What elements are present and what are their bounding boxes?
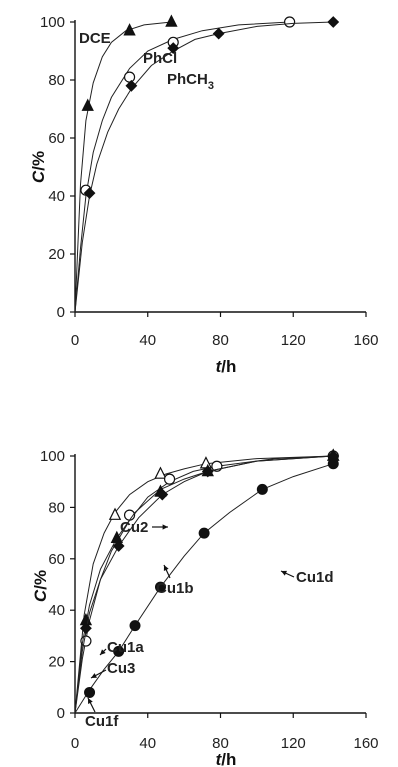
x-axis-title-unit: /h: [221, 750, 236, 767]
annotation-arrow-head: [91, 673, 97, 678]
series-phcl: [74, 16, 296, 313]
data-point: [165, 14, 178, 27]
x-axis-title-symbol: t: [216, 750, 223, 767]
data-point: [83, 187, 96, 200]
x-tick-label: 0: [71, 735, 79, 752]
data-point: [327, 458, 339, 470]
x-tick-label: 40: [139, 332, 156, 349]
data-point: [256, 483, 268, 495]
x-tick-label: 160: [353, 735, 378, 752]
label-cu1f: Cu1f: [85, 713, 119, 730]
y-tick-label: 60: [48, 551, 65, 568]
series-cu3: [74, 450, 340, 714]
data-point: [201, 465, 214, 478]
x-axis-title: t/h: [216, 357, 237, 376]
data-point: [113, 645, 125, 657]
series-line: [74, 21, 290, 313]
annotation-arrow-head: [88, 698, 93, 704]
y-axis-title-symbol: C: [29, 170, 48, 183]
y-tick-label: 60: [48, 130, 65, 147]
x-tick-label: 80: [212, 332, 229, 349]
data-point: [198, 527, 210, 539]
data-point: [125, 79, 138, 92]
data-point: [84, 686, 96, 698]
x-tick-label: 40: [139, 735, 156, 752]
label-phch3-subscript: 3: [208, 80, 214, 92]
y-axis-title: C/%: [31, 570, 50, 602]
data-point: [163, 473, 176, 485]
data-point: [129, 620, 141, 632]
x-tick-label: 80: [212, 735, 229, 752]
y-axis-title-unit: /%: [31, 570, 50, 590]
series-line: [74, 21, 172, 313]
x-axis-title: t/h: [216, 750, 237, 767]
series-line: [74, 21, 334, 313]
series-dce: [74, 14, 178, 313]
y-tick-label: 20: [48, 654, 65, 671]
annotation-arrow-head: [162, 524, 168, 530]
annotation-arrow-head: [100, 649, 106, 655]
data-point: [167, 42, 180, 55]
annotation-arrow-head: [281, 570, 287, 576]
x-tick-label: 120: [281, 735, 306, 752]
label-phch3: PhCH3: [167, 71, 214, 92]
label-cu2: Cu2: [120, 519, 148, 536]
y-axis-title-symbol: C: [31, 589, 50, 602]
data-point: [123, 71, 136, 83]
label-cu1b: Cu1b: [156, 580, 194, 597]
chart-conversion-vs-time-solvents: 0 40 80 120 160 0 20 40 60 80 100 t/h C/% DCE PhCl PhCH…: [29, 14, 379, 376]
data-point: [80, 622, 92, 635]
annotation-arrow-head: [163, 565, 169, 571]
series-phch3: [74, 16, 340, 313]
x-axis-title-unit: /h: [221, 357, 236, 376]
label-cu1d: Cu1d: [296, 569, 334, 586]
x-tick-label: 0: [71, 332, 79, 349]
y-tick-label: 0: [57, 304, 65, 321]
data-point: [154, 581, 166, 593]
data-point: [199, 456, 213, 469]
y-tick-label: 100: [40, 448, 65, 465]
label-dce: DCE: [79, 30, 111, 47]
data-point: [284, 16, 296, 28]
data-point: [112, 540, 125, 552]
y-axis-title: C/%: [29, 151, 48, 183]
x-tick-label: 160: [353, 332, 378, 349]
y-tick-label: 80: [48, 499, 65, 516]
y-tick-label: 20: [48, 246, 65, 263]
y-axis-title-unit: /%: [29, 151, 48, 171]
data-point: [154, 466, 167, 479]
data-point: [123, 23, 136, 36]
y-tick-label: 100: [40, 14, 65, 31]
y-tick-label: 40: [48, 602, 65, 619]
data-point: [156, 488, 169, 501]
label-phcl: PhCl: [143, 50, 177, 67]
chart-conversion-vs-time-catalysts: 0 40 80 120 160 0 20 40 60 80 100 t/h C/% Cu2 Cu1b Cu1d…: [31, 448, 379, 767]
data-point: [108, 507, 122, 520]
data-point: [327, 16, 340, 28]
label-cu3: Cu3: [107, 660, 135, 677]
data-point: [81, 98, 94, 111]
data-point: [212, 27, 225, 40]
x-tick-label: 120: [281, 332, 306, 349]
label-phch3-main: PhCH: [167, 71, 208, 88]
y-tick-label: 40: [48, 188, 65, 205]
y-tick-label: 0: [57, 705, 65, 722]
y-tick-label: 80: [48, 72, 65, 89]
label-cu1a: Cu1a: [107, 639, 144, 656]
x-axis-title-symbol: t: [216, 357, 223, 376]
